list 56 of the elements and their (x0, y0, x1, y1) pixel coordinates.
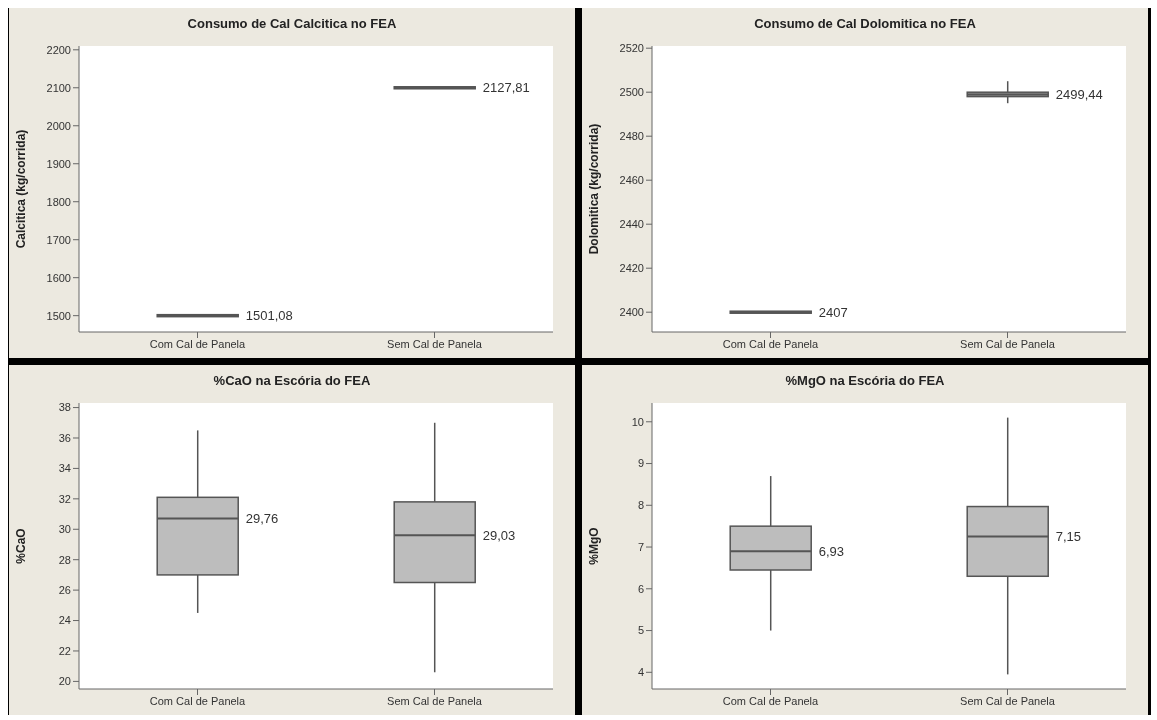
y-tick-label: 6 (637, 582, 644, 595)
y-tick-label: 2480 (619, 130, 644, 143)
y-tick-label: 2520 (619, 42, 644, 55)
y-tick-label: 7 (637, 540, 644, 553)
chart-title: %MgO na Escória do FEA (784, 372, 946, 390)
x-tick-label: Com Cal de Panela (722, 694, 820, 707)
annotation: 2127,81 (482, 80, 530, 96)
annotation: 2499,44 (1055, 86, 1103, 102)
y-tick-label: 30 (58, 523, 71, 536)
chart-title: Consumo de Cal Dolomitica no FEA (753, 15, 977, 33)
y-tick-label: 8 (637, 499, 644, 512)
y-tick-label: 2100 (46, 81, 71, 94)
y-tick-label: 34 (58, 462, 71, 475)
annotation: 29,03 (482, 527, 516, 543)
x-tick-label: Sem Cal de Panela (387, 337, 483, 350)
y-tick-label: 1900 (46, 157, 71, 170)
annotation: 2407 (818, 304, 848, 320)
y-tick-label: 5 (637, 624, 644, 637)
y-axis-title: %MgO (587, 527, 602, 565)
annotation: 29,76 (245, 511, 279, 527)
chart-title: Consumo de Cal Calcitica no FEA (186, 15, 398, 33)
x-tick-label: Sem Cal de Panela (960, 337, 1056, 350)
y-tick-label: 38 (58, 401, 71, 414)
y-tick-label: 4 (637, 666, 644, 679)
y-tick-label: 1800 (46, 195, 71, 208)
y-tick-label: 1700 (46, 233, 71, 246)
y-axis-title: %CaO (14, 528, 29, 564)
y-tick-label: 2460 (619, 174, 644, 187)
annotation: 7,15 (1055, 529, 1082, 545)
y-axis-title: Calcitica (kg/corrida) (14, 129, 29, 249)
y-tick-label: 20 (58, 675, 71, 688)
chart-title: %CaO na Escória do FEA (212, 372, 372, 390)
y-tick-label: 1500 (46, 309, 71, 322)
y-tick-label: 22 (58, 644, 71, 657)
y-tick-label: 2000 (46, 119, 71, 132)
annotation: 6,93 (818, 543, 845, 559)
y-tick-label: 36 (58, 431, 71, 444)
x-tick-label: Com Cal de Panela (149, 694, 247, 707)
y-tick-label: 28 (58, 553, 71, 566)
annotation: 1501,08 (245, 308, 293, 324)
y-tick-label: 2440 (619, 218, 644, 231)
y-tick-label: 2200 (46, 43, 71, 56)
y-tick-label: 1600 (46, 271, 71, 284)
x-tick-label: Sem Cal de Panela (387, 694, 483, 707)
y-tick-label: 32 (58, 492, 71, 505)
y-axis-title: Dolomitica (kg/corrida) (587, 123, 602, 255)
y-tick-label: 2500 (619, 86, 644, 99)
y-tick-label: 9 (637, 457, 644, 470)
y-tick-label: 24 (58, 614, 71, 627)
y-tick-label: 2420 (619, 262, 644, 275)
y-tick-label: 26 (58, 584, 71, 597)
y-tick-label: 2400 (619, 306, 644, 319)
y-tick-label: 10 (631, 415, 644, 428)
x-tick-label: Com Cal de Panela (149, 337, 247, 350)
x-tick-label: Sem Cal de Panela (960, 694, 1056, 707)
x-tick-label: Com Cal de Panela (722, 337, 820, 350)
